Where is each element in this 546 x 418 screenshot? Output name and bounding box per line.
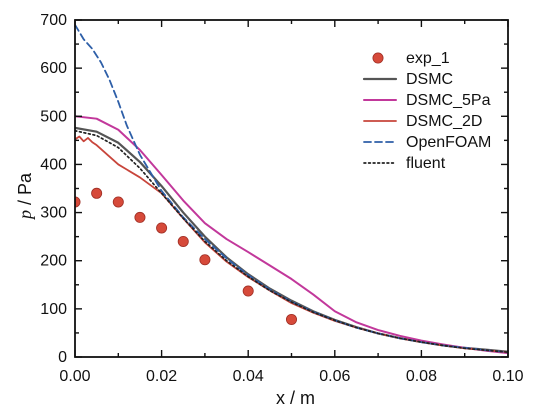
- series-line-dsmc-5pa: [75, 115, 508, 355]
- x-tick-label-5: 0.10: [492, 368, 523, 385]
- series-line-fluent: [75, 129, 508, 354]
- plot-content: [75, 23, 508, 355]
- exp-point-3: [112, 196, 124, 208]
- y-tick-label-7: 700: [40, 12, 67, 29]
- x-tick-label-4: 0.08: [406, 368, 437, 385]
- exp-point-8: [242, 285, 254, 297]
- x-tick-label-2: 0.04: [233, 368, 264, 385]
- legend-marker-exp-1: [372, 52, 384, 64]
- legend-label-dsmc-2d: DSMC_2D: [406, 113, 482, 130]
- legend-label-openfoam: OpenFOAM: [406, 134, 491, 151]
- y-axis-title: p / Pa: [15, 172, 35, 221]
- x-tick-label-1: 0.02: [146, 368, 177, 385]
- y-tick-label-6: 600: [40, 60, 67, 77]
- y-axis-symbol: p: [15, 210, 35, 221]
- legend-label-exp-1: exp_1: [406, 50, 450, 67]
- legend: exp_1 DSMC DSMC_5Pa DSMC_2D OpenFOAM fluent: [362, 50, 491, 172]
- y-tick-label-5: 500: [40, 108, 67, 125]
- y-tick-label-3: 300: [40, 205, 67, 222]
- y-tick-label-1: 100: [40, 301, 67, 318]
- exp-point-9: [285, 313, 297, 325]
- x-axis-title: x / m: [276, 388, 315, 408]
- exp-point-6: [177, 235, 189, 247]
- y-tick-label-4: 400: [40, 156, 67, 173]
- legend-label-fluent: fluent: [406, 155, 446, 172]
- exp-point-4: [134, 211, 146, 223]
- legend-label-dsmc: DSMC: [406, 71, 453, 88]
- y-axis-unit: / Pa: [15, 172, 35, 205]
- legend-label-dsmc-5pa: DSMC_5Pa: [406, 92, 491, 109]
- exp-point-5: [156, 222, 168, 234]
- series-line-openfoam: [75, 23, 508, 354]
- y-tick-label-2: 200: [40, 253, 67, 270]
- x-tick-label-3: 0.06: [319, 368, 350, 385]
- x-tick-label-0: 0.00: [59, 368, 90, 385]
- exp-point-7: [199, 254, 211, 266]
- exp-point-2: [91, 187, 103, 199]
- y-tick-label-0: 0: [58, 349, 67, 366]
- axes-layer: 0.00 0.02 0.04 0.06 0.08 0.10 0 100 200 300 400 500…: [40, 12, 523, 385]
